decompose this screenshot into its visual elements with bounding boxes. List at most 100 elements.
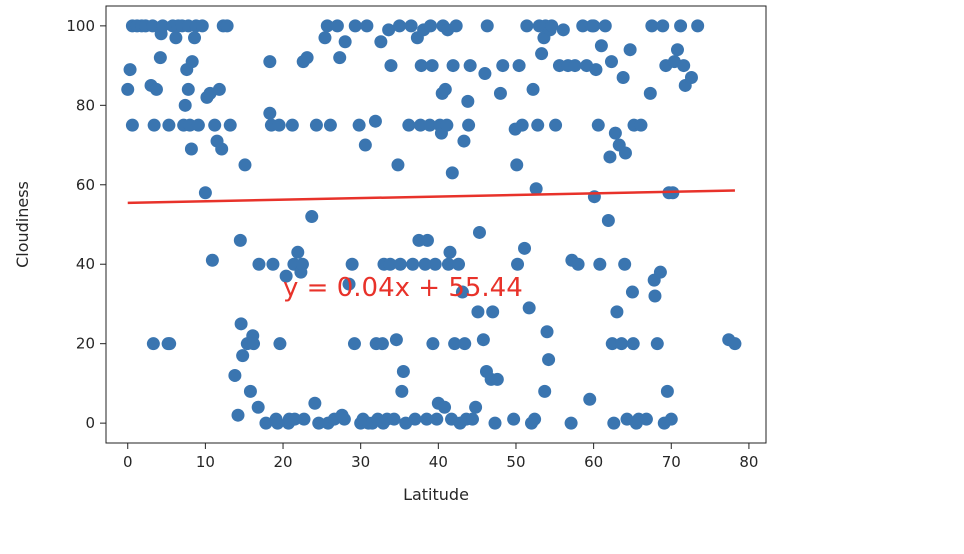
data-point <box>375 337 389 351</box>
data-point <box>660 384 674 398</box>
data-point <box>420 233 434 247</box>
data-point <box>496 59 510 73</box>
y-tick-label: 40 <box>76 255 95 273</box>
y-tick-label: 100 <box>66 17 95 35</box>
data-point <box>195 19 209 33</box>
data-point <box>639 412 653 426</box>
data-point <box>188 31 202 45</box>
data-point <box>420 412 434 426</box>
data-point <box>670 43 684 57</box>
data-point <box>610 305 624 319</box>
data-point <box>342 277 356 291</box>
data-point <box>526 82 540 96</box>
data-point <box>208 118 222 132</box>
y-tick-label: 60 <box>76 176 95 194</box>
data-point <box>589 63 603 77</box>
data-point <box>387 412 401 426</box>
data-point <box>674 19 688 33</box>
data-point <box>684 71 698 85</box>
data-point <box>323 118 337 132</box>
data-point <box>243 384 257 398</box>
x-tick-label: 20 <box>273 453 292 471</box>
data-point <box>251 400 265 414</box>
data-point <box>231 408 245 422</box>
data-point <box>625 285 639 299</box>
data-point <box>295 257 309 271</box>
data-point <box>480 19 494 33</box>
data-point <box>490 372 504 386</box>
x-tick-label: 40 <box>429 453 448 471</box>
data-point <box>146 19 160 33</box>
data-point <box>623 43 637 57</box>
data-point <box>540 325 554 339</box>
data-point <box>587 19 601 33</box>
data-point <box>263 106 277 120</box>
data-point <box>393 19 407 33</box>
data-point <box>271 416 285 430</box>
data-point <box>393 257 407 271</box>
data-point <box>520 19 534 33</box>
data-point <box>153 51 167 65</box>
x-tick-label: 60 <box>584 453 603 471</box>
y-tick-label: 80 <box>76 96 95 114</box>
data-point <box>452 257 466 271</box>
data-point <box>656 19 670 33</box>
data-point <box>528 412 542 426</box>
data-point <box>461 94 475 108</box>
data-point <box>691 19 705 33</box>
data-point <box>215 142 229 156</box>
data-point <box>406 257 420 271</box>
data-point <box>455 285 469 299</box>
data-point <box>650 337 664 351</box>
data-point <box>121 82 135 96</box>
x-tick-label: 0 <box>123 453 133 471</box>
data-point <box>291 245 305 259</box>
data-point <box>728 337 742 351</box>
data-point <box>383 257 397 271</box>
data-point <box>223 118 237 132</box>
data-point <box>564 416 578 430</box>
data-point <box>360 19 374 33</box>
data-point <box>618 146 632 160</box>
data-point <box>549 118 563 132</box>
data-point <box>348 19 362 33</box>
data-point <box>515 118 529 132</box>
y-tick-label: 0 <box>85 414 95 432</box>
data-point <box>643 86 657 100</box>
data-point <box>576 19 590 33</box>
data-point <box>601 214 615 228</box>
data-point <box>542 353 556 367</box>
data-point <box>418 257 432 271</box>
data-point <box>457 134 471 148</box>
data-point <box>163 337 177 351</box>
data-point <box>648 289 662 303</box>
data-point <box>352 118 366 132</box>
data-point <box>266 257 280 271</box>
data-point <box>598 19 612 33</box>
data-point <box>312 416 326 430</box>
data-point <box>426 337 440 351</box>
data-point <box>618 257 632 271</box>
data-point <box>220 19 234 33</box>
data-point <box>531 118 545 132</box>
data-point <box>616 71 630 85</box>
data-point <box>604 55 618 69</box>
data-point <box>308 396 322 410</box>
data-point <box>449 19 463 33</box>
data-point <box>330 19 344 33</box>
data-point <box>518 241 532 255</box>
data-point <box>247 337 261 351</box>
data-point <box>263 55 277 69</box>
data-point <box>228 368 242 382</box>
data-point <box>463 59 477 73</box>
data-point <box>568 59 582 73</box>
x-tick-label: 70 <box>662 453 681 471</box>
data-point <box>458 337 472 351</box>
data-point <box>205 253 219 267</box>
data-point <box>486 305 500 319</box>
data-point <box>441 257 455 271</box>
y-tick-label: 20 <box>76 335 95 353</box>
data-point <box>212 82 226 96</box>
regression-line-path <box>127 189 735 205</box>
data-point <box>571 257 585 271</box>
